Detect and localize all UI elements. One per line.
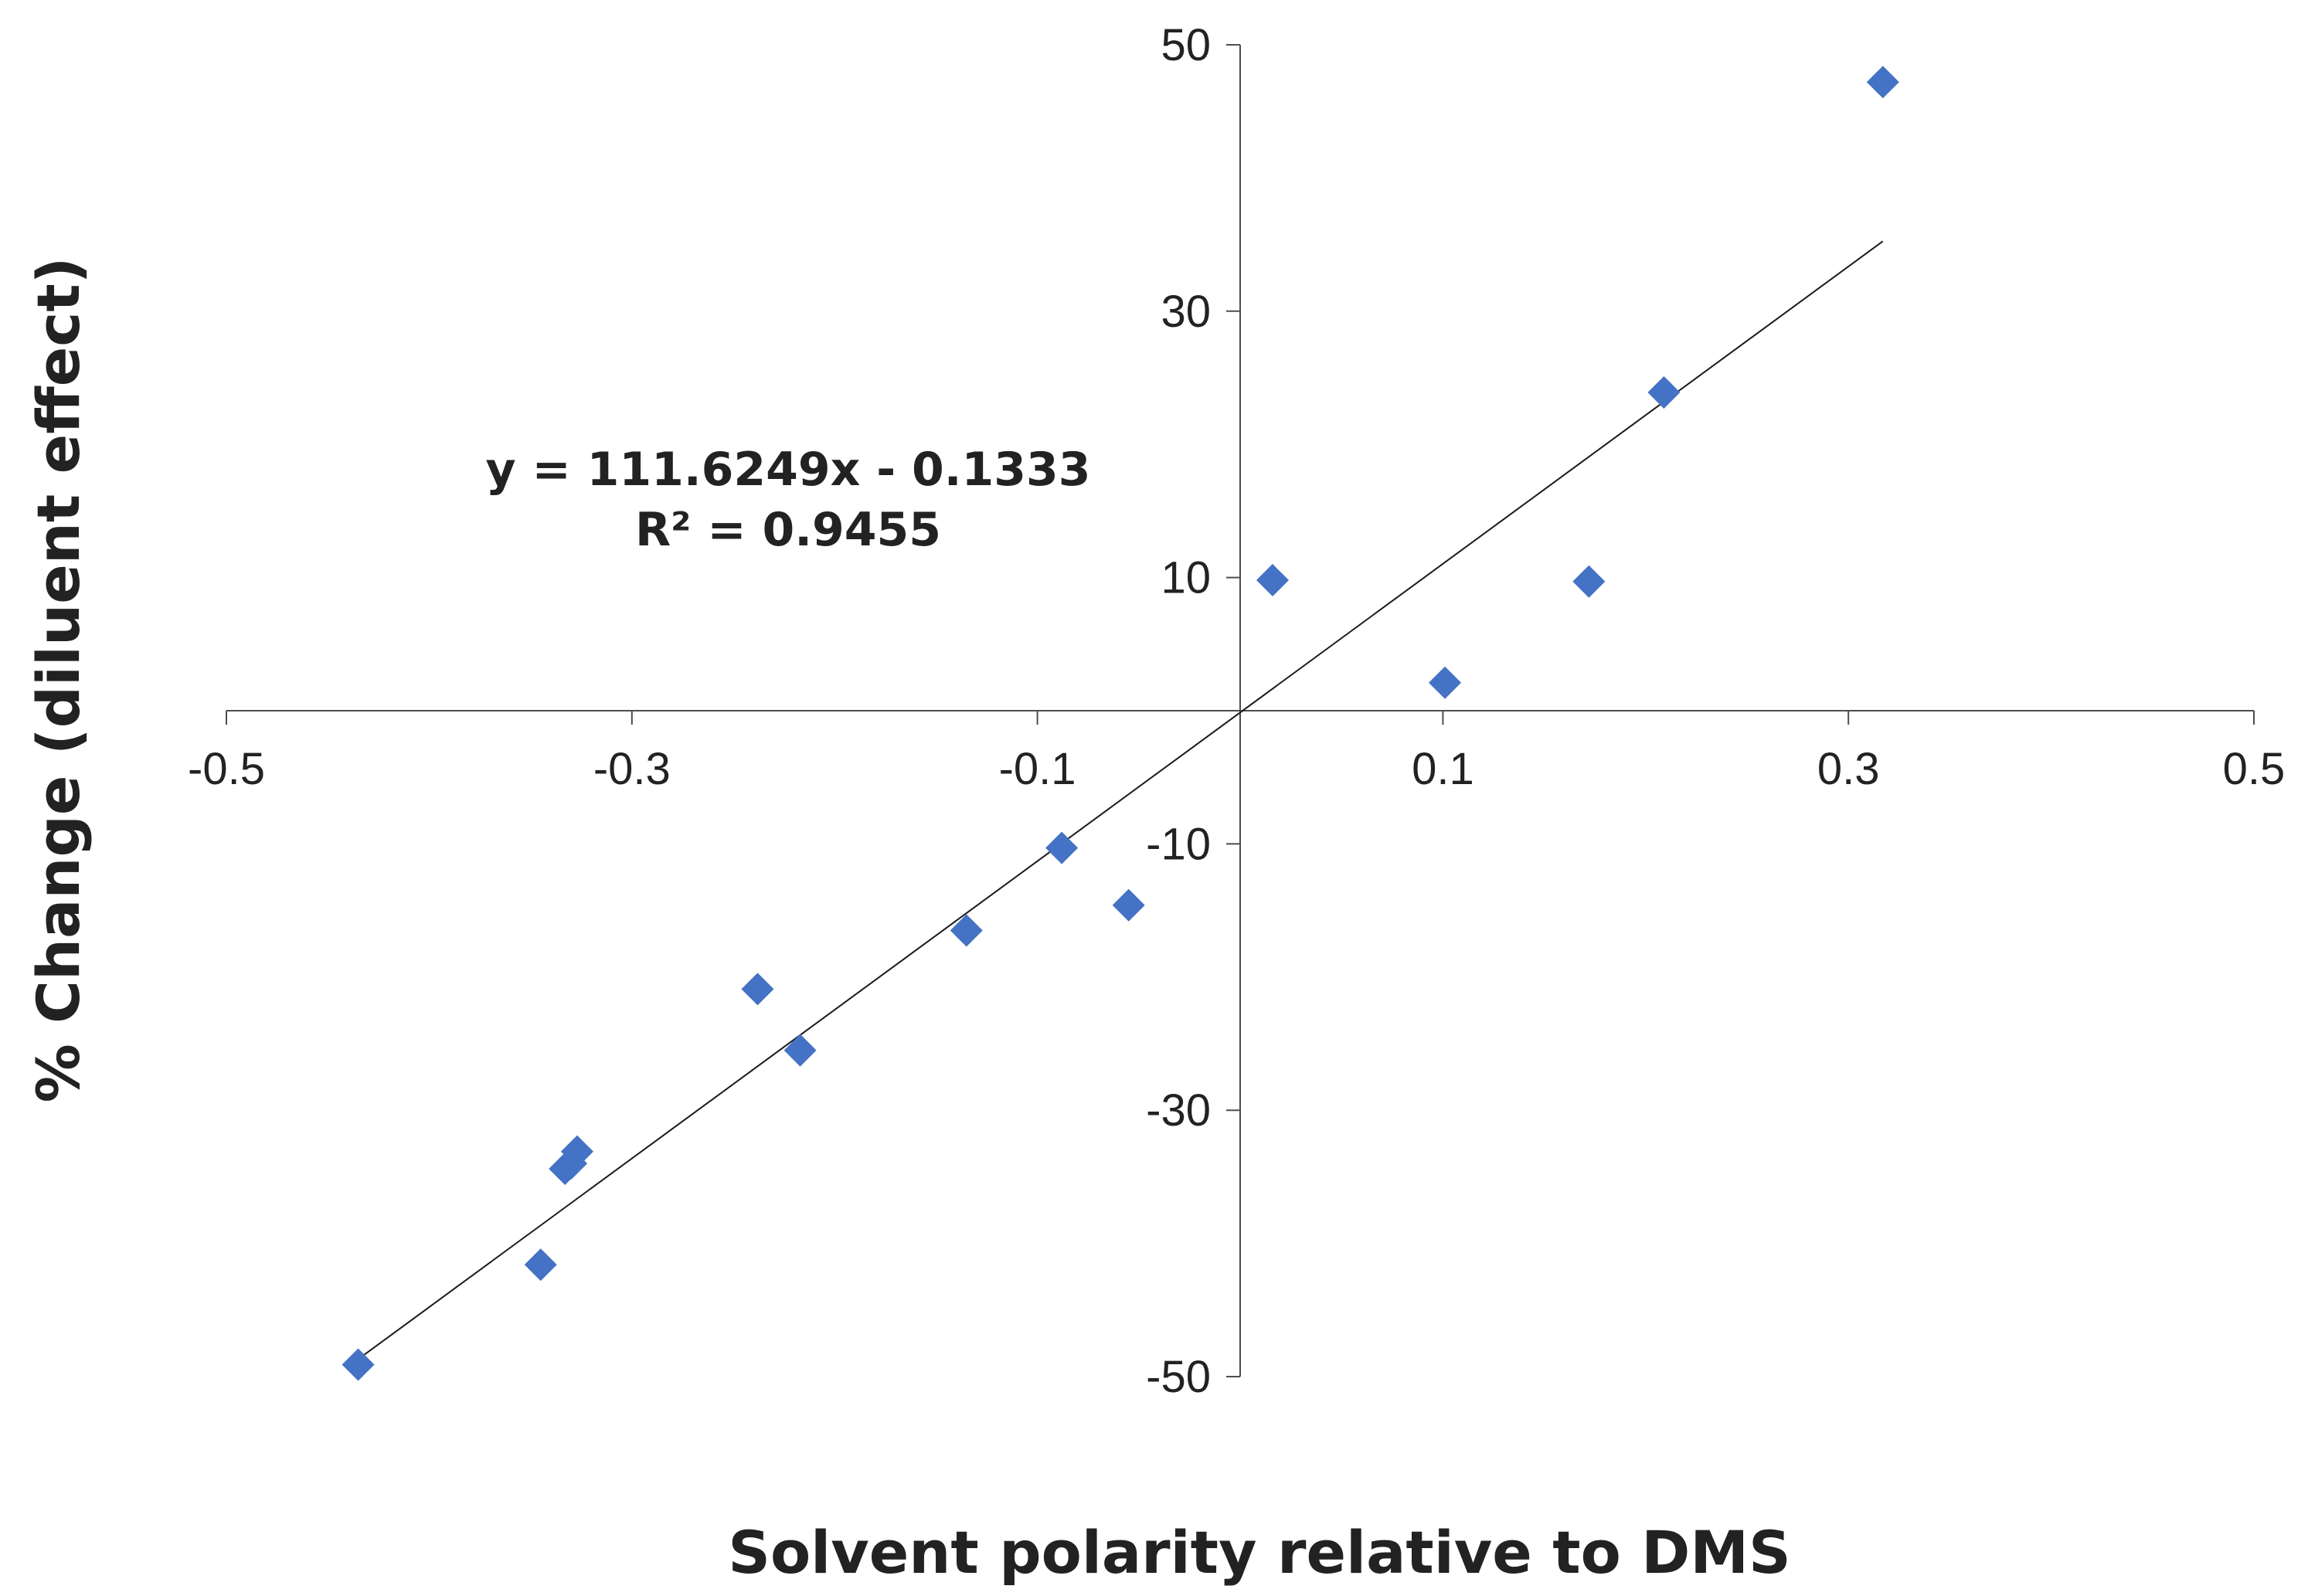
data-point (741, 973, 774, 1006)
x-tick-label: -0.1 (999, 744, 1076, 794)
data-point (1112, 888, 1145, 922)
ticks (226, 44, 2255, 1377)
data-point (1429, 666, 1462, 699)
data-point (1045, 831, 1079, 864)
data-point (524, 1248, 557, 1282)
x-axis-title: Solvent polarity relative to DMS (728, 1518, 1791, 1587)
y-tick-label: 10 (1161, 553, 1211, 603)
data-point (1866, 66, 1899, 99)
data-point (1572, 565, 1606, 598)
data-points (342, 66, 1899, 1381)
y-axis-title: % Change (diluent effect) (24, 257, 93, 1103)
data-point (342, 1348, 375, 1381)
y-tick-label: -10 (1146, 819, 1211, 869)
trendline-layer (357, 240, 1884, 1360)
trendline (357, 240, 1884, 1360)
x-tick-label: -0.3 (593, 744, 671, 794)
data-point (1256, 564, 1289, 597)
r-squared-label: R² = 0.9455 (635, 503, 941, 557)
axes (226, 45, 2254, 1377)
y-tick-label: -50 (1146, 1352, 1211, 1402)
x-tick-label: 0.3 (1817, 744, 1880, 794)
tick-labels: -0.5 -0.3 -0.1 0.1 0.3 0.5 50 30 10 -10 -30 -50 (188, 20, 2285, 1402)
x-tick-label: 0.1 (1412, 744, 1474, 794)
y-tick-label: -30 (1146, 1085, 1211, 1136)
data-point (950, 914, 983, 947)
data-point (560, 1135, 593, 1168)
y-tick-label: 30 (1161, 287, 1211, 337)
x-tick-label: -0.5 (188, 744, 265, 794)
data-point (1647, 375, 1681, 409)
y-tick-label: 50 (1161, 20, 1211, 70)
x-tick-label: 0.5 (2223, 744, 2286, 794)
trendline-equation: y = 111.6249x - 0.1333 (485, 443, 1090, 497)
data-point (783, 1034, 817, 1067)
